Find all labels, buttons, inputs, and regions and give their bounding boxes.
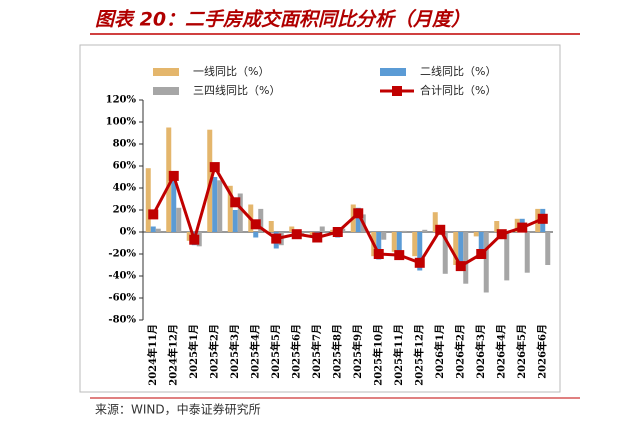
x-tick-label: 2025年12月 [412, 324, 425, 386]
bar [212, 177, 218, 232]
bar [524, 232, 530, 273]
line-marker [189, 234, 200, 245]
legend-swatch [153, 68, 179, 76]
bar [237, 193, 243, 232]
y-tick-label: 120% [106, 95, 137, 106]
x-tick-label: 2026年3月 [474, 324, 487, 379]
bar [253, 232, 259, 238]
x-tick-label: 2026年4月 [494, 324, 507, 379]
x-tick-label: 2025年2月 [207, 324, 220, 379]
line-marker [168, 170, 179, 181]
line-marker [373, 249, 384, 259]
bar [381, 232, 387, 240]
x-tick-label: 2024年12月 [166, 324, 179, 386]
bar [494, 221, 500, 232]
bar [376, 232, 382, 260]
bar [473, 232, 479, 237]
y-tick-label: 80% [113, 139, 137, 150]
x-tick-label: 2025年10月 [371, 324, 384, 386]
bar [478, 232, 484, 254]
bar [145, 168, 151, 232]
line-marker [537, 213, 548, 224]
bar [401, 230, 407, 232]
y-tick-label: 60% [113, 161, 137, 172]
bar [171, 180, 177, 232]
x-tick-label: 2026年1月 [433, 324, 446, 379]
legend-label: 二线同比（%） [420, 64, 496, 78]
x-tick-label: 2026年6月 [535, 324, 548, 379]
bar [463, 232, 469, 284]
line-marker [394, 250, 405, 261]
bar [453, 232, 459, 265]
line-marker [230, 197, 241, 208]
bar [176, 207, 182, 232]
bar [319, 226, 325, 232]
line-marker [414, 257, 425, 268]
bar [268, 221, 274, 232]
y-tick-label: -40% [108, 271, 136, 282]
x-tick-label: 2025年9月 [351, 324, 364, 379]
x-tick-label: 2026年5月 [515, 324, 528, 379]
bar [217, 180, 223, 232]
y-tick-label: 0% [120, 227, 137, 238]
x-tick-label: 2025年8月 [330, 324, 343, 379]
line-marker [353, 208, 364, 219]
x-tick-label: 2025年6月 [289, 324, 302, 379]
bar [545, 232, 551, 265]
line-marker [332, 227, 343, 237]
y-tick-label: -80% [108, 315, 136, 326]
bar [396, 232, 402, 257]
bar [442, 232, 448, 274]
y-tick-label: 100% [106, 117, 137, 128]
line-marker [312, 232, 323, 243]
legend-swatch [153, 87, 179, 95]
legend-marker [392, 86, 402, 96]
bar [432, 212, 438, 232]
bar [355, 207, 361, 232]
bar [412, 232, 418, 257]
y-tick-label: 20% [113, 205, 137, 216]
line-marker [476, 249, 487, 259]
line-marker [517, 222, 528, 233]
y-tick-label: -60% [108, 293, 136, 304]
line-marker [271, 233, 282, 244]
bar [504, 232, 510, 281]
bar [155, 228, 161, 232]
bar [417, 232, 423, 271]
chart-frame [79, 44, 561, 393]
line-marker [250, 219, 261, 230]
x-tick-label: 2025年11月 [392, 324, 405, 386]
bar [422, 229, 428, 232]
x-tick-label: 2025年1月 [187, 324, 200, 379]
bar [150, 226, 156, 232]
legend-label: 合计同比（%） [420, 83, 496, 97]
line-marker [435, 224, 446, 235]
x-tick-label: 2025年4月 [248, 324, 261, 379]
x-tick-label: 2025年5月 [269, 324, 282, 379]
legend-label: 一线同比（%） [193, 64, 269, 78]
line-marker [291, 229, 302, 240]
bar [227, 185, 233, 232]
x-tick-label: 2025年7月 [310, 324, 323, 379]
bar [391, 232, 397, 252]
x-tick-label: 2024年11月 [146, 324, 159, 386]
bar [232, 210, 238, 232]
bar [483, 232, 489, 293]
x-tick-label: 2025年3月 [228, 324, 241, 379]
y-tick-label: 40% [113, 183, 137, 194]
line-marker [209, 162, 220, 173]
legend-swatch [380, 68, 406, 76]
line-marker [496, 229, 507, 240]
source: 来源：WIND，中泰证券研究所 [95, 402, 261, 417]
y-tick-label: -20% [108, 249, 136, 260]
line-marker [455, 261, 466, 272]
chart-title: 图表 20：二手房成交面积同比分析（月度） [95, 9, 470, 31]
legend-label: 三四线同比（%） [193, 83, 280, 97]
bar [458, 232, 464, 269]
x-tick-label: 2026年2月 [453, 324, 466, 379]
line-marker [148, 209, 159, 220]
